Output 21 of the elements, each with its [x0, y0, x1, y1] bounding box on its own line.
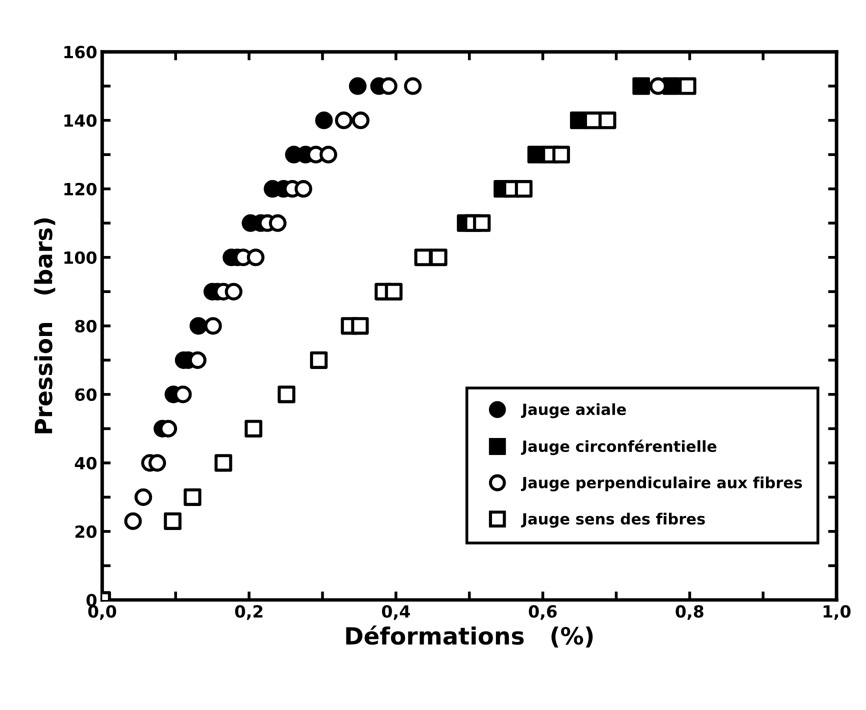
y-tick-label: 20	[75, 525, 97, 538]
y-tick-label: 60	[75, 388, 97, 401]
x-tick-label: 0,6	[528, 605, 557, 620]
y-tick-label: 80	[75, 320, 97, 332]
y-tick-label: 140	[64, 114, 97, 127]
x-tick-label: 0,8	[676, 605, 704, 620]
x-tick-label: 1,0	[824, 605, 851, 620]
x-tick-label: 0,2	[235, 605, 262, 620]
y-tick-label: 120	[64, 182, 97, 196]
y-tick-label: 100	[64, 251, 97, 264]
y-tick-label: 0	[86, 594, 97, 607]
y-tick-label: 160	[64, 46, 97, 58]
legend-label: Jauge perpendiculaire aux fibres	[521, 476, 802, 492]
legend-label: Jauge circonférentielle	[521, 440, 716, 456]
x-axis-title: Déformations (%)	[346, 626, 593, 648]
legend-label: Jauge axiale	[521, 403, 626, 418]
x-tick-label: 0,4	[382, 605, 410, 620]
y-tick-label: 40	[74, 456, 97, 470]
legend-label: Jauge sens des fibres	[521, 512, 705, 528]
x-tick-label: 0,0	[88, 605, 116, 620]
y-axis-title: Pression (bars)	[34, 218, 56, 434]
